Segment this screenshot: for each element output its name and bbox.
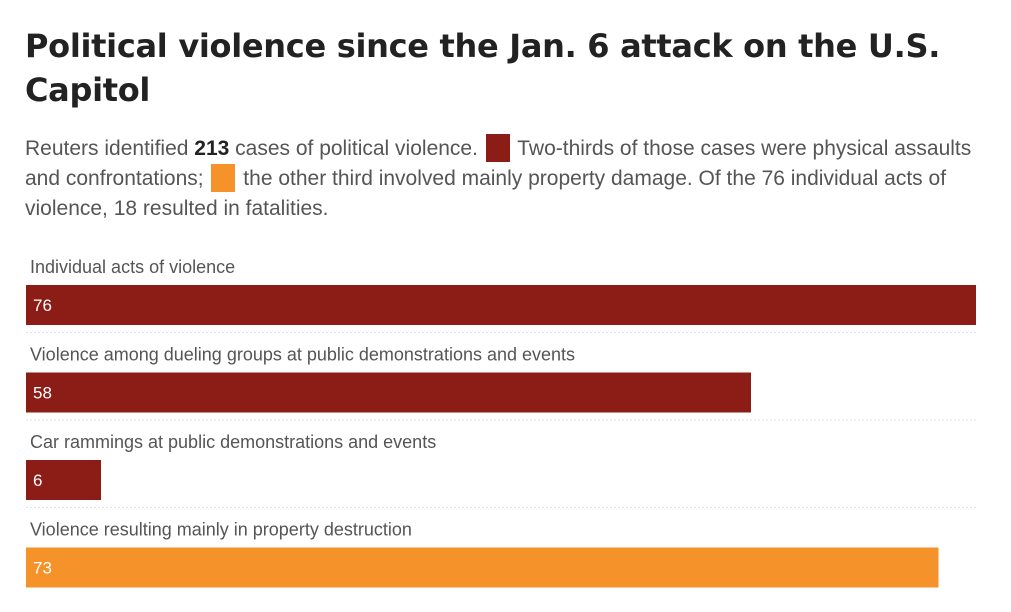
bar: [26, 460, 101, 500]
category-label: Violence resulting mainly in property de…: [30, 520, 412, 540]
subtitle-text-2: cases of political violence.: [229, 137, 484, 160]
bar: [26, 547, 939, 588]
bar-value-label: 73: [33, 559, 52, 578]
chart-title: Political violence since the Jan. 6 atta…: [25, 27, 941, 109]
subtitle-text-3: Two-thirds of those cases were physical …: [25, 137, 972, 190]
category-label: Individual acts of violence: [30, 257, 235, 277]
bar: [26, 372, 751, 413]
category-label: Violence among dueling groups at public …: [30, 345, 575, 365]
subtitle-text-4: the other third involved mainly property…: [25, 167, 947, 220]
bar-value-label: 58: [33, 384, 52, 403]
property-legend-swatch: [211, 164, 236, 192]
bar-value-label: 76: [33, 296, 52, 315]
bar: [26, 285, 976, 325]
subtitle-text-1: Reuters identified: [25, 137, 195, 160]
category-label: Car rammings at public demonstrations an…: [30, 432, 436, 452]
chart-subtitle: Reuters identified 213 cases of politica…: [25, 134, 975, 224]
bar-chart: Individual acts of violence 76 Violence am…: [26, 257, 976, 588]
total-cases-count: 213: [194, 137, 230, 160]
physical-legend-swatch: [485, 134, 510, 162]
bar-value-label: 6: [33, 471, 42, 490]
